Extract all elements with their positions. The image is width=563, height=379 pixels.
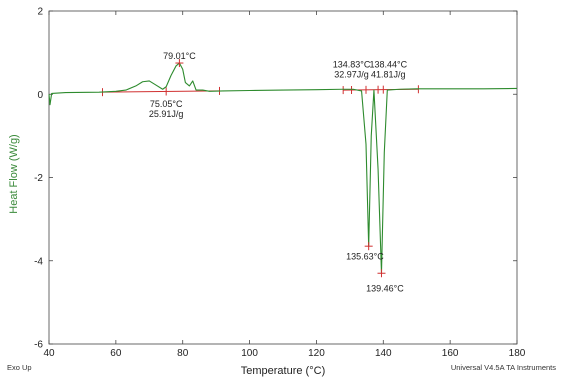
x-tick-label: 40 — [43, 348, 55, 359]
x-tick-label: 80 — [177, 348, 189, 359]
y-tick-label: -6 — [34, 340, 43, 351]
x-tick-label: 140 — [375, 348, 392, 359]
peak-annotation: 79.01°C — [163, 51, 196, 61]
y-tick-label: 2 — [37, 7, 43, 18]
peak-annotation: 75.05°C — [150, 99, 183, 109]
x-tick-label: 160 — [442, 348, 459, 359]
x-tick-label: 180 — [509, 348, 526, 359]
y-tick-label: 0 — [37, 90, 43, 101]
plot-frame — [48, 10, 518, 345]
series — [48, 62, 518, 274]
x-tick-label: 60 — [110, 348, 122, 359]
x-tick-label: 120 — [308, 348, 325, 359]
peak-annotation: 134.83°C — [333, 60, 371, 70]
peak-annotation: 139.46°C — [366, 284, 404, 294]
integration-baseline — [102, 90, 220, 93]
x-tick-label: 100 — [241, 348, 258, 359]
x-axis-label: Temperature (°C) — [241, 365, 325, 377]
y-tick-label: -4 — [34, 256, 43, 267]
y-tick-label: -2 — [34, 173, 43, 184]
peak-annotation: 25.91J/g — [149, 109, 184, 119]
y-axis-label: Heat Flow (W/g) — [8, 134, 20, 213]
peak-annotation: 135.63°C — [346, 252, 384, 262]
annotations: 79.01°C75.05°C25.91J/g134.83°C32.97J/g13… — [149, 51, 408, 294]
axes: 40 60 80 100 120 140 160 180 2 0 -2 -4 -6 — [34, 7, 526, 360]
peak-annotation: 41.81J/g — [371, 70, 406, 80]
peak-annotation: 32.97J/g — [334, 70, 369, 80]
footer-instrument: Universal V4.5A TA Instruments — [451, 363, 556, 372]
footer-exo-up: Exo Up — [7, 363, 32, 372]
peak-markers — [175, 59, 386, 278]
peak-annotation: 138.44°C — [369, 60, 407, 70]
heat-flow-curve — [48, 62, 518, 274]
